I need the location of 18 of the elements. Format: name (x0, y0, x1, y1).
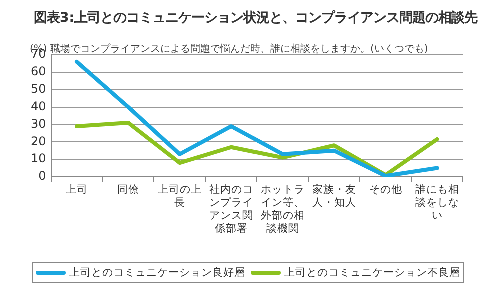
y-tick-label: 20 (30, 134, 46, 148)
y-tick-label: 30 (30, 116, 46, 131)
y-tick-label: 0 (38, 169, 46, 184)
y-tick-label: 10 (30, 152, 46, 166)
x-tick-label: 同僚 (116, 184, 140, 197)
x-tick-label: 上司の上長 (156, 184, 203, 210)
y-tick-label: 60 (30, 64, 46, 79)
legend-label: 上司とのコミュニケーション不良層 (284, 266, 460, 280)
x-tick-label: 上司 (65, 184, 89, 197)
x-tick-label: 社内のコンプライアンス関係部署 (208, 184, 254, 236)
legend-label: 上司とのコミュニケーション良好層 (70, 266, 246, 280)
x-tick-label: 家族・友人・知人 (311, 184, 358, 210)
x-tick-label: ホットライン等、外部の相談機関 (260, 184, 306, 236)
x-tick-label: その他 (368, 184, 404, 197)
chart-title: 図表3:上司とのコミュニケーション状況と、コンプライアンス問題の相談先 (34, 9, 478, 27)
x-tick-label: 誰にも相談をしない (414, 184, 460, 223)
y-tick-label: 50 (30, 82, 46, 96)
y-tick-label: 40 (30, 99, 46, 114)
